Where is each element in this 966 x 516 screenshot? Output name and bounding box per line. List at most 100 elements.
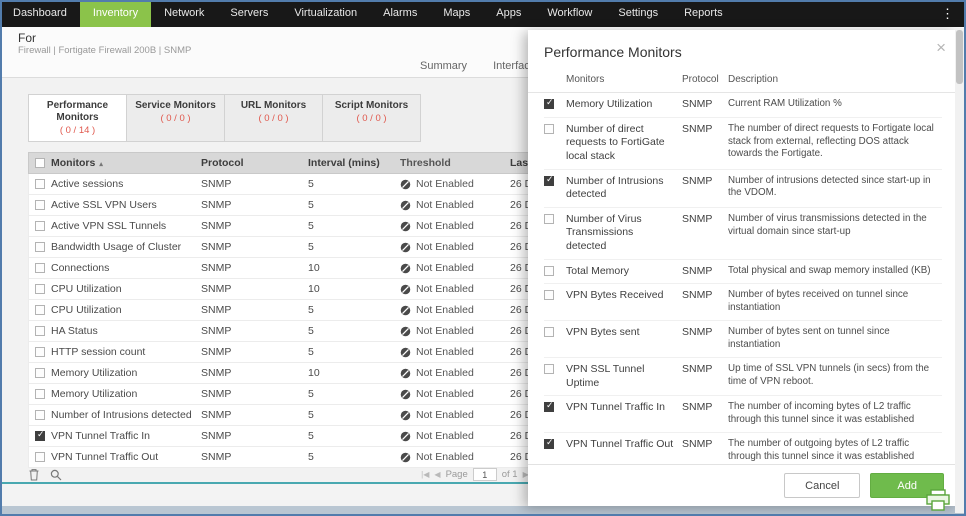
nav-item-workflow[interactable]: Workflow bbox=[547, 7, 593, 19]
performance-monitors-modal: Performance Monitors × Monitors Protocol… bbox=[528, 30, 958, 506]
monitor-name-cell: CPU Utilization bbox=[51, 304, 122, 316]
row-checkbox[interactable] bbox=[35, 221, 45, 231]
col-threshold[interactable]: Threshold bbox=[400, 157, 451, 169]
tab-summary[interactable]: Summary bbox=[420, 60, 468, 72]
row-checkbox[interactable] bbox=[35, 263, 45, 273]
close-icon[interactable]: × bbox=[936, 38, 946, 57]
col-protocol[interactable]: Protocol bbox=[201, 157, 244, 169]
row-checkbox[interactable] bbox=[35, 284, 45, 294]
threshold-cell: Not Enabled bbox=[400, 304, 510, 316]
threshold-cell: Not Enabled bbox=[400, 451, 510, 463]
row-checkbox-cell bbox=[29, 368, 51, 378]
nav-item-virtualization[interactable]: Virtualization bbox=[294, 7, 358, 19]
interval-cell: 5 bbox=[308, 430, 314, 442]
row-checkbox[interactable] bbox=[35, 305, 45, 315]
threshold-cell: Not Enabled bbox=[400, 430, 510, 442]
nav-item-inventory[interactable]: Inventory bbox=[79, 0, 152, 27]
modal-protocol: SNMP bbox=[682, 264, 713, 277]
row-checkbox-cell bbox=[29, 326, 51, 336]
row-checkbox[interactable] bbox=[35, 242, 45, 252]
row-checkbox[interactable] bbox=[35, 347, 45, 357]
modal-row-checkbox[interactable] bbox=[544, 437, 554, 450]
protocol-cell: SNMP bbox=[201, 199, 232, 211]
page-scrollbar[interactable] bbox=[955, 28, 964, 513]
col-last[interactable]: Last bbox=[510, 157, 532, 169]
protocol-cell: SNMP bbox=[201, 388, 232, 400]
nav-item-apps[interactable]: Apps bbox=[496, 7, 522, 19]
monitor-tab-0[interactable]: Performance Monitors ( 0 / 14 ) bbox=[28, 94, 127, 142]
row-checkbox[interactable] bbox=[35, 429, 45, 441]
row-checkbox[interactable] bbox=[35, 389, 45, 399]
not-enabled-icon bbox=[400, 263, 411, 274]
monitor-tab-label: Service Monitors bbox=[135, 100, 216, 111]
modal-protocol: SNMP bbox=[682, 438, 713, 451]
row-checkbox-cell bbox=[29, 347, 51, 357]
modal-row-checkbox[interactable] bbox=[544, 265, 554, 276]
protocol-cell: SNMP bbox=[201, 178, 232, 190]
not-enabled-icon bbox=[400, 347, 411, 358]
modal-row-checkbox[interactable] bbox=[544, 123, 554, 134]
kebab-menu-icon[interactable]: ⋮ bbox=[941, 6, 954, 21]
modal-table-header: Monitors Protocol Description bbox=[528, 70, 958, 93]
cancel-button[interactable]: Cancel bbox=[784, 473, 861, 498]
modal-row-checkbox[interactable] bbox=[544, 400, 554, 413]
row-checkbox[interactable] bbox=[35, 410, 45, 420]
monitor-tab-1[interactable]: Service Monitors ( 0 / 0 ) bbox=[126, 94, 225, 142]
nav-item-alarms[interactable]: Alarms bbox=[383, 7, 418, 19]
table-row: Active sessions SNMP 5 Not Enabled 26 De bbox=[28, 174, 542, 195]
delete-icon[interactable] bbox=[28, 468, 40, 481]
modal-protocol: SNMP bbox=[682, 289, 713, 302]
breadcrumb[interactable]: Firewall | Fortigate Firewall 200B | SNM… bbox=[18, 45, 192, 56]
interval-cell: 5 bbox=[308, 346, 314, 358]
threshold-label: Not Enabled bbox=[416, 199, 474, 211]
monitor-tab-label: URL Monitors bbox=[240, 100, 307, 111]
row-checkbox[interactable] bbox=[35, 326, 45, 336]
threshold-label: Not Enabled bbox=[416, 262, 474, 274]
col-interval[interactable]: Interval (mins) bbox=[308, 157, 380, 169]
modal-row-checkbox[interactable] bbox=[544, 213, 554, 224]
modal-row-checkbox[interactable] bbox=[544, 174, 554, 186]
protocol-cell: SNMP bbox=[201, 409, 232, 421]
modal-row-checkbox[interactable] bbox=[544, 364, 554, 375]
monitor-name-cell: Number of Intrusions detected bbox=[51, 409, 192, 421]
tabs-divider bbox=[0, 77, 966, 78]
nav-item-dashboard[interactable]: Dashboard bbox=[13, 7, 67, 19]
modal-header: Performance Monitors × bbox=[528, 30, 958, 70]
nav-item-servers[interactable]: Servers bbox=[230, 7, 269, 19]
not-enabled-icon bbox=[400, 452, 411, 463]
row-checkbox[interactable] bbox=[35, 179, 45, 189]
nav-item-network[interactable]: Network bbox=[164, 7, 205, 19]
next-page-button[interactable]: ▶ bbox=[522, 470, 529, 479]
row-checkbox[interactable] bbox=[35, 368, 45, 378]
col-monitors[interactable]: Monitors ▴ bbox=[51, 157, 201, 169]
interval-cell: 5 bbox=[308, 409, 314, 421]
protocol-cell: SNMP bbox=[201, 220, 232, 232]
monitor-name-cell: Memory Utilization bbox=[51, 388, 138, 400]
modal-row: Total Memory SNMP Total physical and swap … bbox=[544, 260, 942, 285]
nav-item-reports[interactable]: Reports bbox=[684, 7, 723, 19]
monitors-table-header: Monitors ▴ Protocol Interval (mins) Thres… bbox=[28, 152, 542, 174]
modal-row-checkbox[interactable] bbox=[544, 290, 554, 301]
page-title: For bbox=[18, 31, 36, 45]
modal-row-checkbox[interactable] bbox=[544, 97, 554, 109]
modal-footer: Cancel Add bbox=[528, 464, 958, 506]
search-icon[interactable] bbox=[50, 469, 62, 481]
page-input[interactable] bbox=[472, 468, 497, 481]
prev-page-button[interactable]: ◀ bbox=[434, 470, 441, 479]
select-all-checkbox[interactable] bbox=[35, 158, 45, 168]
nav-item-maps[interactable]: Maps bbox=[443, 7, 471, 19]
row-checkbox[interactable] bbox=[35, 200, 45, 210]
threshold-cell: Not Enabled bbox=[400, 325, 510, 337]
monitor-tab-3[interactable]: Script Monitors ( 0 / 0 ) bbox=[322, 94, 421, 142]
modal-row-checkbox[interactable] bbox=[544, 327, 554, 338]
scrollbar-thumb[interactable] bbox=[956, 30, 963, 84]
first-page-button[interactable]: |◀ bbox=[421, 470, 430, 479]
printer-icon[interactable] bbox=[926, 489, 950, 516]
nav-item-settings[interactable]: Settings bbox=[618, 7, 659, 19]
modal-row: Number of Intrusions detected SNMP Number … bbox=[544, 170, 942, 208]
add-button[interactable]: Add bbox=[870, 473, 944, 498]
interval-cell: 10 bbox=[308, 367, 320, 379]
monitor-tab-2[interactable]: URL Monitors ( 0 / 0 ) bbox=[224, 94, 323, 142]
row-checkbox[interactable] bbox=[35, 452, 45, 462]
